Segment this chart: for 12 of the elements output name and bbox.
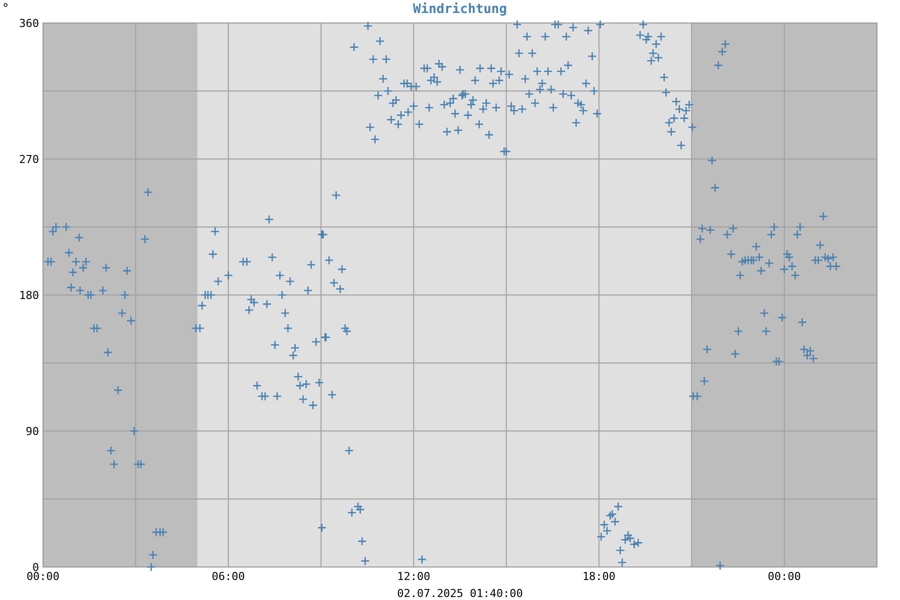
y-tick-label: 270	[19, 153, 39, 166]
x-tick-label: 18:00	[582, 570, 616, 583]
chart-title: Windrichtung	[413, 2, 507, 17]
x-tick-label: 12:00	[397, 570, 430, 583]
y-tick-label: 90	[26, 425, 39, 438]
x-axis-title: 02.07.2025 01:40:00	[397, 587, 523, 600]
y-axis-title: °	[2, 1, 10, 15]
x-tick-label: 00:00	[26, 570, 60, 583]
y-tick-label: 180	[19, 289, 39, 302]
x-tick-label: 00:00	[768, 570, 801, 583]
x-tick-label: 06:00	[212, 570, 245, 583]
y-tick-label: 360	[19, 17, 39, 30]
